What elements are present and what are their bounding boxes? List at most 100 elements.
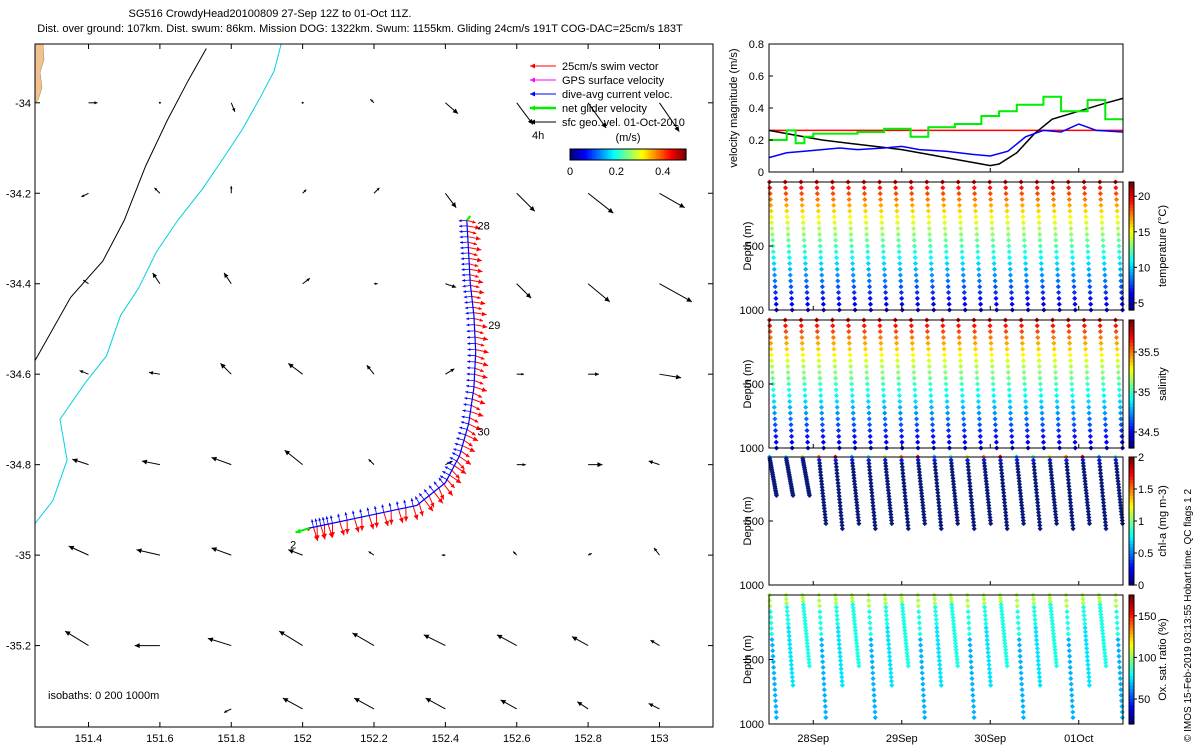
profile-point-0-15-3 <box>1003 196 1009 203</box>
profile-point-1-10-17 <box>929 416 935 422</box>
profile-point-2-6-15 <box>870 503 876 509</box>
profile-point-3-14-5 <box>999 608 1005 614</box>
profile-point-2-18-20 <box>1069 519 1075 525</box>
profile-point-1-5-20 <box>851 433 858 439</box>
profile-point-3-12-1 <box>964 598 971 604</box>
profile-point-1-22-4 <box>1114 340 1120 346</box>
geo-vector-45 <box>68 545 89 556</box>
dac-vector-55-head <box>396 501 399 505</box>
profile-point-1-14-5 <box>988 346 994 352</box>
profile-point-0-10-21 <box>930 301 937 307</box>
profile-point-1-7-12 <box>880 387 886 393</box>
colorbar-cell-40 <box>650 149 653 160</box>
profile-point-0-12-7 <box>957 220 964 226</box>
geo-vector-61 <box>571 636 589 647</box>
profile-point-3-7-15 <box>887 654 893 660</box>
profile-point-0-0-7 <box>769 220 775 226</box>
profile-point-0-2-14 <box>802 260 808 267</box>
geo-vector-45-head <box>68 545 75 551</box>
geo-vector-46-head <box>136 548 142 554</box>
profile-point-1-3-12 <box>817 387 824 393</box>
profile-point-0-22-2 <box>1113 191 1119 197</box>
profile-point-0-10-19 <box>930 289 936 296</box>
profile-point-0-1-8 <box>785 225 791 232</box>
profile-point-1-19-9 <box>1068 369 1074 375</box>
profile-point-3-16-14 <box>1035 649 1041 656</box>
dac-vector-6-head <box>460 251 464 255</box>
profile-colorbar-cell-0-10 <box>1129 274 1134 279</box>
profile-point-1-19-4 <box>1067 340 1073 346</box>
profile-point-1-18-1 <box>1050 323 1056 329</box>
profile-point-0-8-14 <box>897 260 903 267</box>
dac-vector-58 <box>374 505 377 514</box>
profile-point-1-16-6 <box>1020 352 1026 358</box>
profile-colorbar-cell-1-9 <box>1129 416 1134 420</box>
profile-point-2-10-1 <box>932 457 938 463</box>
profile-point-0-6-4 <box>862 202 868 208</box>
profile-colorbar-cell-2-15 <box>1129 533 1134 538</box>
swim-vector-21 <box>474 336 489 341</box>
dac-vector-54 <box>403 499 407 508</box>
geo-vector-42-head <box>522 463 526 467</box>
dac-vector-65 <box>325 516 329 525</box>
profile-point-0-17-17 <box>1039 278 1045 284</box>
colorbar-cell-26 <box>622 149 625 160</box>
profile-point-3-0-9 <box>769 642 775 648</box>
profile-point-0-18-6 <box>1051 214 1058 220</box>
swim-vector-5-head <box>476 246 482 252</box>
profile-point-0-9-8 <box>911 225 917 232</box>
profile-point-3-18-19 <box>1069 698 1075 704</box>
profile-point-3-9-21 <box>921 709 928 715</box>
profile-point-2-14-6 <box>999 473 1005 480</box>
geo-vector-7-shaft <box>587 102 607 129</box>
dac-vector-44 <box>444 466 453 471</box>
profile-point-3-9-17 <box>920 687 926 693</box>
geo-vector-9 <box>81 192 89 198</box>
profile-point-0-20-13 <box>1085 255 1091 261</box>
swim-vector-0-head <box>472 220 476 224</box>
profile-point-3-18-1 <box>1063 598 1069 604</box>
profile-point-0-17-14 <box>1038 260 1044 267</box>
profile-point-3-3-6 <box>818 625 824 631</box>
profile-point-0-11-15 <box>944 266 950 272</box>
profile-point-3-14-22 <box>1004 663 1010 669</box>
profile-point-1-1-13 <box>786 393 792 399</box>
profile-point-0-7-12 <box>880 249 886 255</box>
profile-point-1-22-1 <box>1113 323 1119 329</box>
dac-vector-31-head <box>464 396 468 400</box>
profile-point-3-2-20 <box>806 656 812 663</box>
dac-vector-38 <box>456 437 465 441</box>
profile-colorbar-cell-1-11 <box>1129 409 1134 414</box>
profile-point-2-20-1 <box>1096 457 1102 463</box>
profile-point-1-8-13 <box>896 393 903 399</box>
profile-point-0-8-11 <box>896 243 902 249</box>
profile-point-3-2-9 <box>802 621 808 627</box>
profile-colorbar-cell-2-4 <box>1129 569 1134 573</box>
colorbar-cell-37 <box>644 149 647 160</box>
swim-vector-31-head <box>479 399 486 405</box>
profile-colorbar-cell-0-34 <box>1129 198 1134 202</box>
dac-vector-14 <box>463 295 472 299</box>
swim-vector-19 <box>474 324 488 329</box>
profile-point-3-17-20 <box>1053 656 1059 663</box>
profile-point-2-16-13 <box>1034 496 1040 502</box>
profile-point-1-21-2 <box>1097 329 1103 335</box>
profile-point-1-4-9 <box>832 369 838 375</box>
profile-point-2-19-14 <box>1084 496 1090 502</box>
profile-point-0-2-20 <box>804 295 810 301</box>
profile-point-0-15-8 <box>1005 225 1011 232</box>
profile-point-3-9-1 <box>915 598 921 604</box>
profile-point-2-9-19 <box>921 511 927 518</box>
profile-point-1-4-1 <box>830 323 836 329</box>
profile-point-3-11-22 <box>955 663 961 669</box>
profile-point-0-10-4 <box>925 202 931 208</box>
profile-point-3-16-22 <box>1037 682 1043 688</box>
profile-point-1-16-1 <box>1018 323 1025 329</box>
profile-point-0-9-10 <box>911 237 917 243</box>
profile-point-1-21-4 <box>1098 340 1104 346</box>
profile-point-0-1-15 <box>787 266 793 272</box>
dac-vector-58-head <box>374 506 377 510</box>
dac-vector-28-head <box>466 378 470 382</box>
profile-point-0-1-20 <box>789 295 795 301</box>
profile-point-0-5-14 <box>850 260 856 267</box>
